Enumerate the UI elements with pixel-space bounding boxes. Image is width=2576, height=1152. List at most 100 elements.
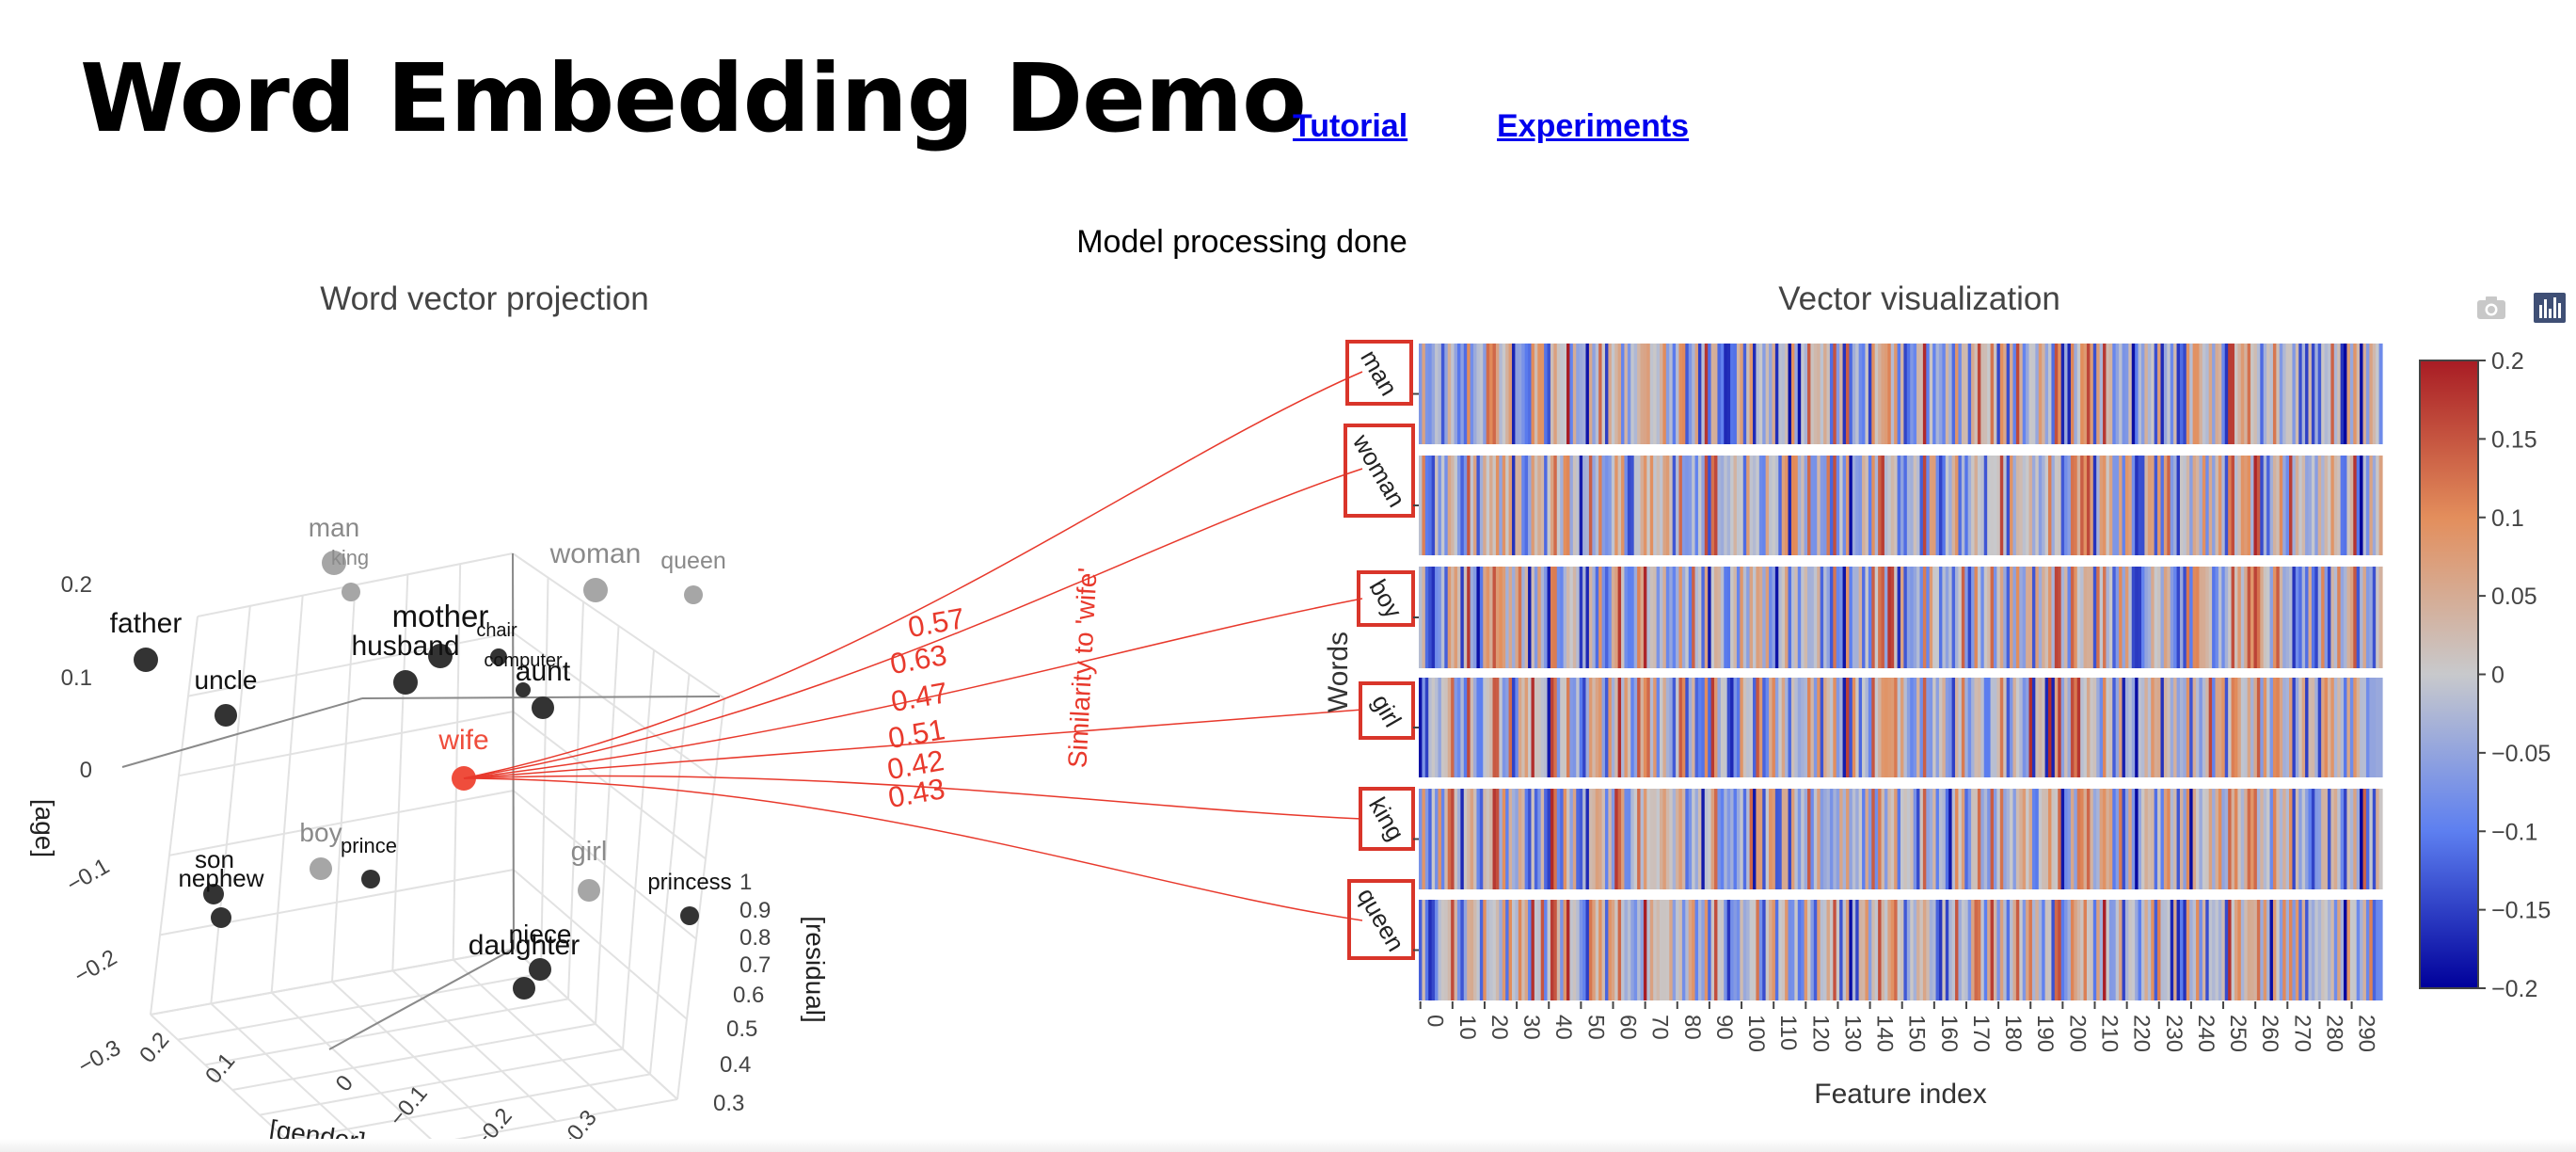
point-boy[interactable] — [310, 857, 332, 880]
projection-3d-plot[interactable]: 0.20.10−0.1−0.2−0.3 0.20.1 0 −0.1 −0.2 −0.310… — [30, 513, 830, 1152]
point-label-computer: computer — [484, 650, 563, 671]
x-axis-title: Feature index — [1814, 1079, 1986, 1110]
point-woman[interactable] — [583, 578, 608, 602]
similarity-line-woman — [463, 468, 1363, 779]
svg-text:0.2: 0.2 — [135, 1028, 174, 1068]
point-label-father: father — [110, 608, 183, 639]
colorbar-tick: 0.2 — [2491, 348, 2524, 375]
heatmap-title: Vector visualization — [1778, 280, 2060, 317]
point-son[interactable] — [203, 884, 224, 904]
colorbar-tick: −0.05 — [2491, 741, 2551, 767]
x-tick-120: 120 — [1807, 1015, 1833, 1052]
point-man[interactable] — [322, 551, 346, 575]
point-daughter[interactable] — [513, 977, 535, 1000]
svg-text:−0.3: −0.3 — [73, 1035, 125, 1080]
heatmap-row-king — [1419, 789, 2383, 889]
x-tick-180: 180 — [2000, 1015, 2026, 1052]
x-tick-220: 220 — [2129, 1015, 2155, 1052]
bar-chart-icon[interactable] — [2533, 292, 2567, 324]
heatmap-row-man — [1419, 344, 2383, 444]
x-tick-0: 0 — [1423, 1015, 1448, 1027]
point-computer[interactable] — [516, 682, 531, 697]
similarity-line-man — [463, 371, 1363, 779]
point-queen[interactable] — [684, 585, 703, 604]
point-label-prince: prince — [341, 834, 397, 857]
point-father[interactable] — [134, 648, 158, 672]
similarity-line-girl — [463, 709, 1363, 779]
svg-text:0.4: 0.4 — [720, 1052, 751, 1078]
similarity-value-man: 0.57 — [905, 601, 967, 644]
heatmap-row-woman — [1419, 456, 2383, 555]
point-princess[interactable] — [680, 906, 699, 925]
svg-text:−0.1: −0.1 — [385, 1080, 433, 1131]
x-tick-270: 270 — [2289, 1015, 2314, 1052]
svg-text:0.7: 0.7 — [739, 952, 771, 978]
similarity-line-boy — [463, 598, 1363, 779]
footer-bar — [0, 1139, 2576, 1152]
experiments-link[interactable]: Experiments — [1497, 108, 1690, 144]
point-prince[interactable] — [361, 870, 380, 888]
svg-text:0.6: 0.6 — [733, 983, 764, 1008]
svg-text:0.2: 0.2 — [61, 572, 92, 598]
x-tick-290: 290 — [2354, 1015, 2379, 1052]
svg-text:−0.2: −0.2 — [70, 945, 121, 989]
axis-title-residual: [residual] — [801, 916, 830, 1023]
svg-text:0.1: 0.1 — [200, 1048, 240, 1089]
similarity-title: Similarity to 'wife' — [1062, 567, 1102, 768]
svg-text:0: 0 — [80, 758, 92, 783]
svg-text:−0.1: −0.1 — [62, 854, 114, 898]
x-tick-280: 280 — [2321, 1015, 2346, 1052]
x-tick-260: 260 — [2257, 1015, 2282, 1052]
point-uncle[interactable] — [215, 704, 237, 727]
x-tick-60: 60 — [1615, 1015, 1641, 1040]
colorbar-gradient — [2419, 360, 2479, 989]
svg-text:1: 1 — [739, 870, 752, 895]
svg-text:0.8: 0.8 — [739, 925, 771, 951]
colorbar-tick: 0.15 — [2491, 426, 2537, 453]
point-label-man: man — [309, 513, 359, 542]
row-label-man: man — [1355, 345, 1403, 401]
row-label-boy: boy — [1364, 574, 1408, 622]
row-label-girl: girl — [1366, 689, 1407, 731]
row-label-king: king — [1363, 792, 1410, 845]
point-label-aunt: aunt — [516, 656, 571, 687]
point-label-nephew: nephew — [178, 864, 263, 892]
point-husband[interactable] — [393, 670, 418, 695]
point-chair[interactable] — [490, 648, 507, 665]
point-aunt[interactable] — [532, 696, 554, 719]
x-tick-210: 210 — [2097, 1015, 2123, 1052]
svg-text:0.3: 0.3 — [713, 1091, 744, 1116]
camera-icon[interactable] — [2474, 292, 2508, 324]
row-box-queen — [1347, 879, 1415, 960]
x-tick-160: 160 — [1936, 1015, 1962, 1052]
row-box-king — [1359, 787, 1415, 851]
colorbar-tick: −0.15 — [2491, 898, 2551, 924]
point-girl[interactable] — [578, 879, 600, 902]
x-tick-80: 80 — [1679, 1015, 1705, 1040]
row-box-man — [1345, 340, 1413, 406]
svg-text:0.9: 0.9 — [739, 898, 771, 923]
point-nephew[interactable] — [211, 907, 231, 928]
row-box-boy — [1357, 570, 1415, 627]
page-title: Word Embedding Demo — [80, 43, 1307, 153]
x-tick-20: 20 — [1487, 1015, 1512, 1040]
point-label-boy: boy — [299, 818, 342, 847]
tutorial-link[interactable]: Tutorial — [1293, 108, 1408, 144]
similarity-line-king — [463, 775, 1363, 820]
x-tick-90: 90 — [1711, 1015, 1737, 1040]
x-tick-170: 170 — [1968, 1015, 1994, 1052]
point-label-woman: woman — [549, 538, 642, 569]
heatmap-row-queen — [1419, 900, 2383, 1000]
x-tick-110: 110 — [1775, 1015, 1801, 1050]
point-label-son: son — [195, 845, 234, 873]
colorbar: 0.2 0.15 0.1 0.05 0 −0.05 −0.1 −0.15 −0.2 — [2419, 348, 2551, 1002]
point-mother[interactable] — [428, 644, 453, 668]
point-label-girl: girl — [571, 837, 608, 867]
x-tick-190: 190 — [2032, 1015, 2058, 1052]
point-label-husband: husband — [351, 631, 459, 662]
x-tick-30: 30 — [1519, 1015, 1544, 1040]
point-niece[interactable] — [529, 958, 551, 981]
point-king[interactable] — [342, 583, 360, 601]
